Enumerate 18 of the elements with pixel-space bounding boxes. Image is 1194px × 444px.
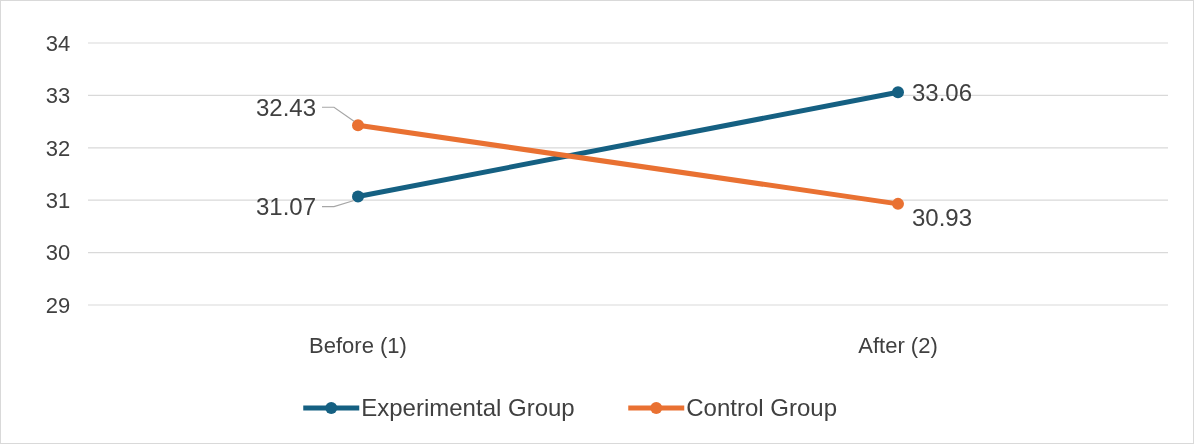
- data-label: 33.06: [912, 78, 973, 106]
- y-tick-label: 34: [45, 30, 71, 56]
- y-tick-label: 29: [45, 292, 71, 318]
- data-label: 31.07: [255, 192, 316, 220]
- point: [352, 119, 364, 132]
- point: [892, 197, 904, 210]
- x-tick-label: After (2): [858, 333, 938, 358]
- legend-label: Experimental Group: [361, 394, 575, 422]
- point: [892, 86, 904, 99]
- x-tick-label: Before (1): [309, 333, 407, 358]
- y-tick-label: 30: [45, 240, 71, 266]
- data-label: 32.43: [255, 93, 316, 121]
- point: [352, 190, 364, 203]
- y-tick-label: 31: [45, 187, 71, 213]
- data-label: 30.93: [912, 204, 973, 232]
- legend-label: Control Group: [686, 394, 837, 422]
- y-tick-label: 33: [45, 83, 71, 109]
- y-tick-label: 32: [45, 135, 71, 161]
